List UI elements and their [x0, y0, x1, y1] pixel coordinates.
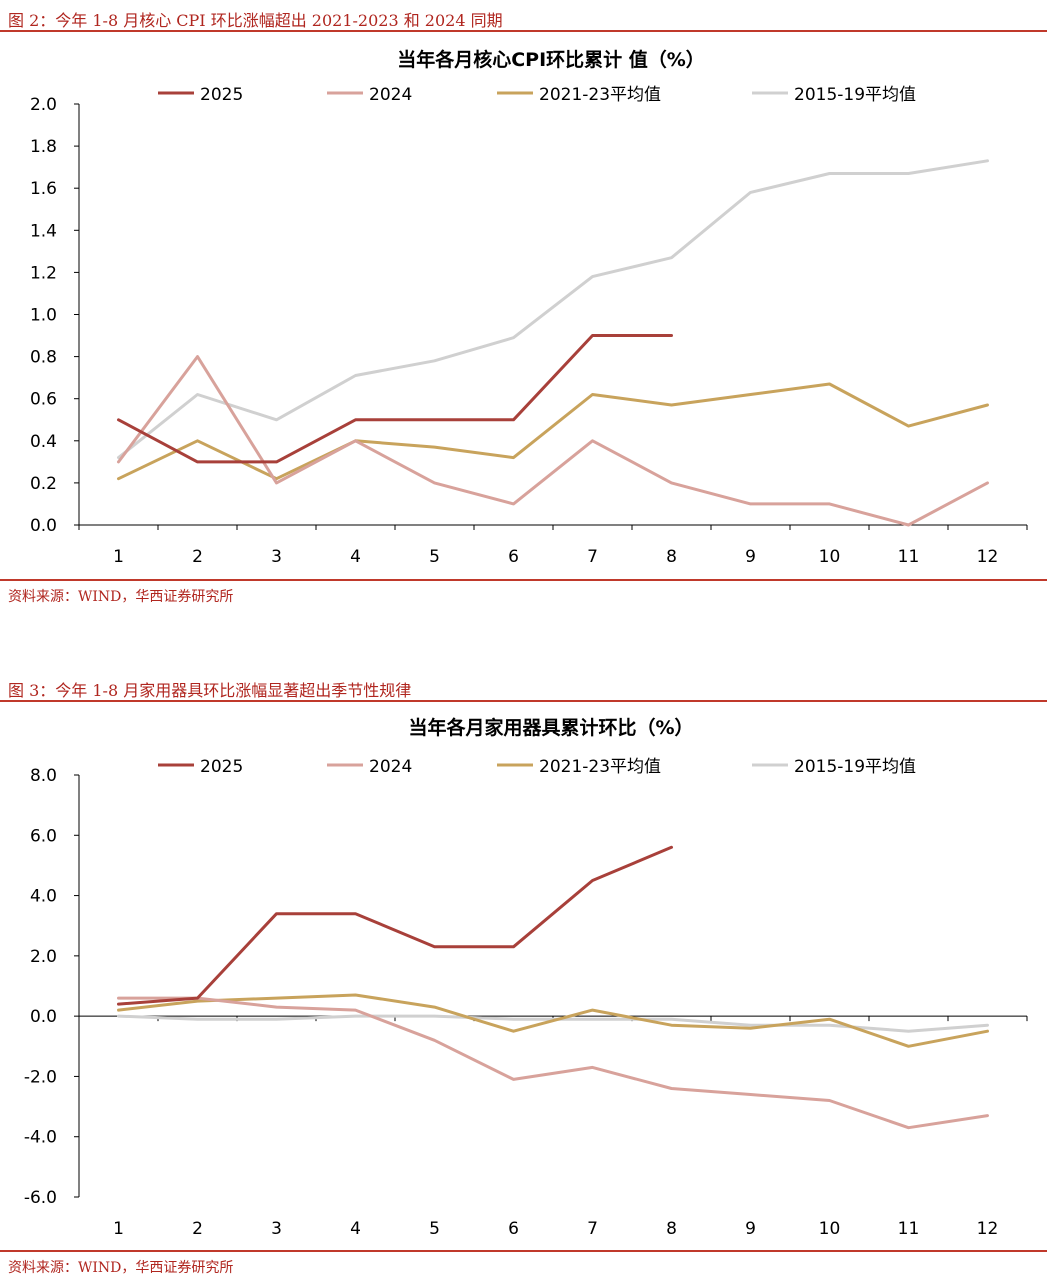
- legend-label: 2024: [369, 757, 412, 777]
- legend-item: 2021-23平均值: [497, 757, 661, 777]
- y-tick-label: -4.0: [24, 1128, 57, 1148]
- y-tick-label: 2.0: [30, 947, 57, 967]
- series-line-2015-19平均值: [117, 159, 989, 460]
- x-tick-label: 3: [271, 547, 282, 567]
- x-tick-label: 4: [350, 1219, 361, 1239]
- x-tick-label: 1: [113, 547, 124, 567]
- x-tick-label: 6: [508, 547, 519, 567]
- y-tick-label: 1.4: [30, 221, 57, 241]
- y-tick-label: 6.0: [30, 826, 57, 846]
- x-tick-label: 5: [429, 547, 440, 567]
- y-tick-label: 1.6: [30, 179, 57, 199]
- x-tick-label: 12: [977, 547, 999, 567]
- x-tick-label: 8: [666, 547, 677, 567]
- y-tick-label: 1.2: [30, 263, 57, 283]
- x-tick-label: 12: [977, 1219, 999, 1239]
- legend-label: 2021-23平均值: [539, 757, 661, 777]
- y-tick-label: -6.0: [24, 1188, 57, 1208]
- y-tick-label: 0.8: [30, 348, 57, 368]
- y-tick-label: 0.6: [30, 390, 57, 410]
- y-tick-label: 0.0: [30, 516, 57, 536]
- x-tick-label: 2: [192, 547, 203, 567]
- x-tick-label: 10: [819, 547, 841, 567]
- legend-item: 2015-19平均值: [752, 757, 916, 777]
- legend-item: 2024: [327, 85, 412, 105]
- series-line-2021-23平均值: [117, 993, 989, 1048]
- legend-item: 2025: [158, 757, 243, 777]
- core-cpi-chart: 当年各月核心CPI环比累计 值（%） 2025 2024 2021-23平均值 2015…: [30, 48, 1028, 567]
- y-tick-label: 2.0: [30, 95, 57, 115]
- y-tick-label: -2.0: [24, 1067, 57, 1087]
- figure-3-title: 图 3：今年 1-8 月家用器具环比涨幅显著超出季节性规律: [8, 681, 412, 700]
- y-tick-label: 1.0: [30, 306, 57, 326]
- x-tick-label: 5: [429, 1219, 440, 1239]
- x-tick-label: 1: [113, 1219, 124, 1239]
- series-line-2021-23平均值: [117, 382, 989, 481]
- y-tick-label: 4.0: [30, 887, 57, 907]
- figure-3-source: 资料来源：WIND，华西证券研究所: [8, 1260, 234, 1276]
- y-tick-label: 1.8: [30, 137, 57, 157]
- figure-2-top-rule: [0, 30, 1047, 32]
- x-tick-label: 10: [819, 1219, 841, 1239]
- figure-2-bottom-rule: [0, 579, 1047, 581]
- x-tick-label: 11: [898, 1219, 920, 1239]
- series-line-2024: [117, 996, 989, 1130]
- series-line-2024: [117, 355, 989, 527]
- chart-title: 当年各月核心CPI环比累计 值（%）: [397, 48, 705, 71]
- series-line-2025: [117, 845, 673, 1006]
- legend-item: 2025: [158, 85, 243, 105]
- chart-title: 当年各月家用器具累计环比（%）: [408, 716, 693, 739]
- x-tick-label: 9: [745, 547, 756, 567]
- y-tick-label: 0.4: [30, 432, 57, 452]
- figure-3-top-rule: [0, 700, 1047, 702]
- figure-3-bottom-rule: [0, 1250, 1047, 1252]
- legend-label: 2015-19平均值: [794, 757, 916, 777]
- x-tick-label: 6: [508, 1219, 519, 1239]
- x-tick-label: 4: [350, 547, 361, 567]
- legend-item: 2024: [327, 757, 412, 777]
- y-tick-label: 0.2: [30, 474, 57, 494]
- x-tick-label: 8: [666, 1219, 677, 1239]
- y-tick-label: 8.0: [30, 766, 57, 786]
- figure-2-title: 图 2：今年 1-8 月核心 CPI 环比涨幅超出 2021-2023 和 20…: [8, 11, 503, 30]
- x-tick-label: 2: [192, 1219, 203, 1239]
- legend-label: 2021-23平均值: [539, 85, 661, 105]
- legend-label: 2015-19平均值: [794, 85, 916, 105]
- legend-item: 2021-23平均值: [497, 85, 661, 105]
- x-tick-label: 7: [587, 547, 598, 567]
- x-tick-label: 7: [587, 1219, 598, 1239]
- legend-label: 2025: [200, 757, 243, 777]
- x-tick-label: 11: [898, 547, 920, 567]
- series-line-2025: [117, 334, 673, 464]
- legend-label: 2024: [369, 85, 412, 105]
- legend-label: 2025: [200, 85, 243, 105]
- legend-item: 2015-19平均值: [752, 85, 916, 105]
- y-tick-label: 0.0: [30, 1007, 57, 1027]
- household-appliances-chart: 当年各月家用器具累计环比（%） 2025 2024 2021-23平均值 2015-19…: [24, 716, 1028, 1239]
- figure-2-source: 资料来源：WIND，华西证券研究所: [8, 589, 234, 605]
- x-tick-label: 9: [745, 1219, 756, 1239]
- x-tick-label: 3: [271, 1219, 282, 1239]
